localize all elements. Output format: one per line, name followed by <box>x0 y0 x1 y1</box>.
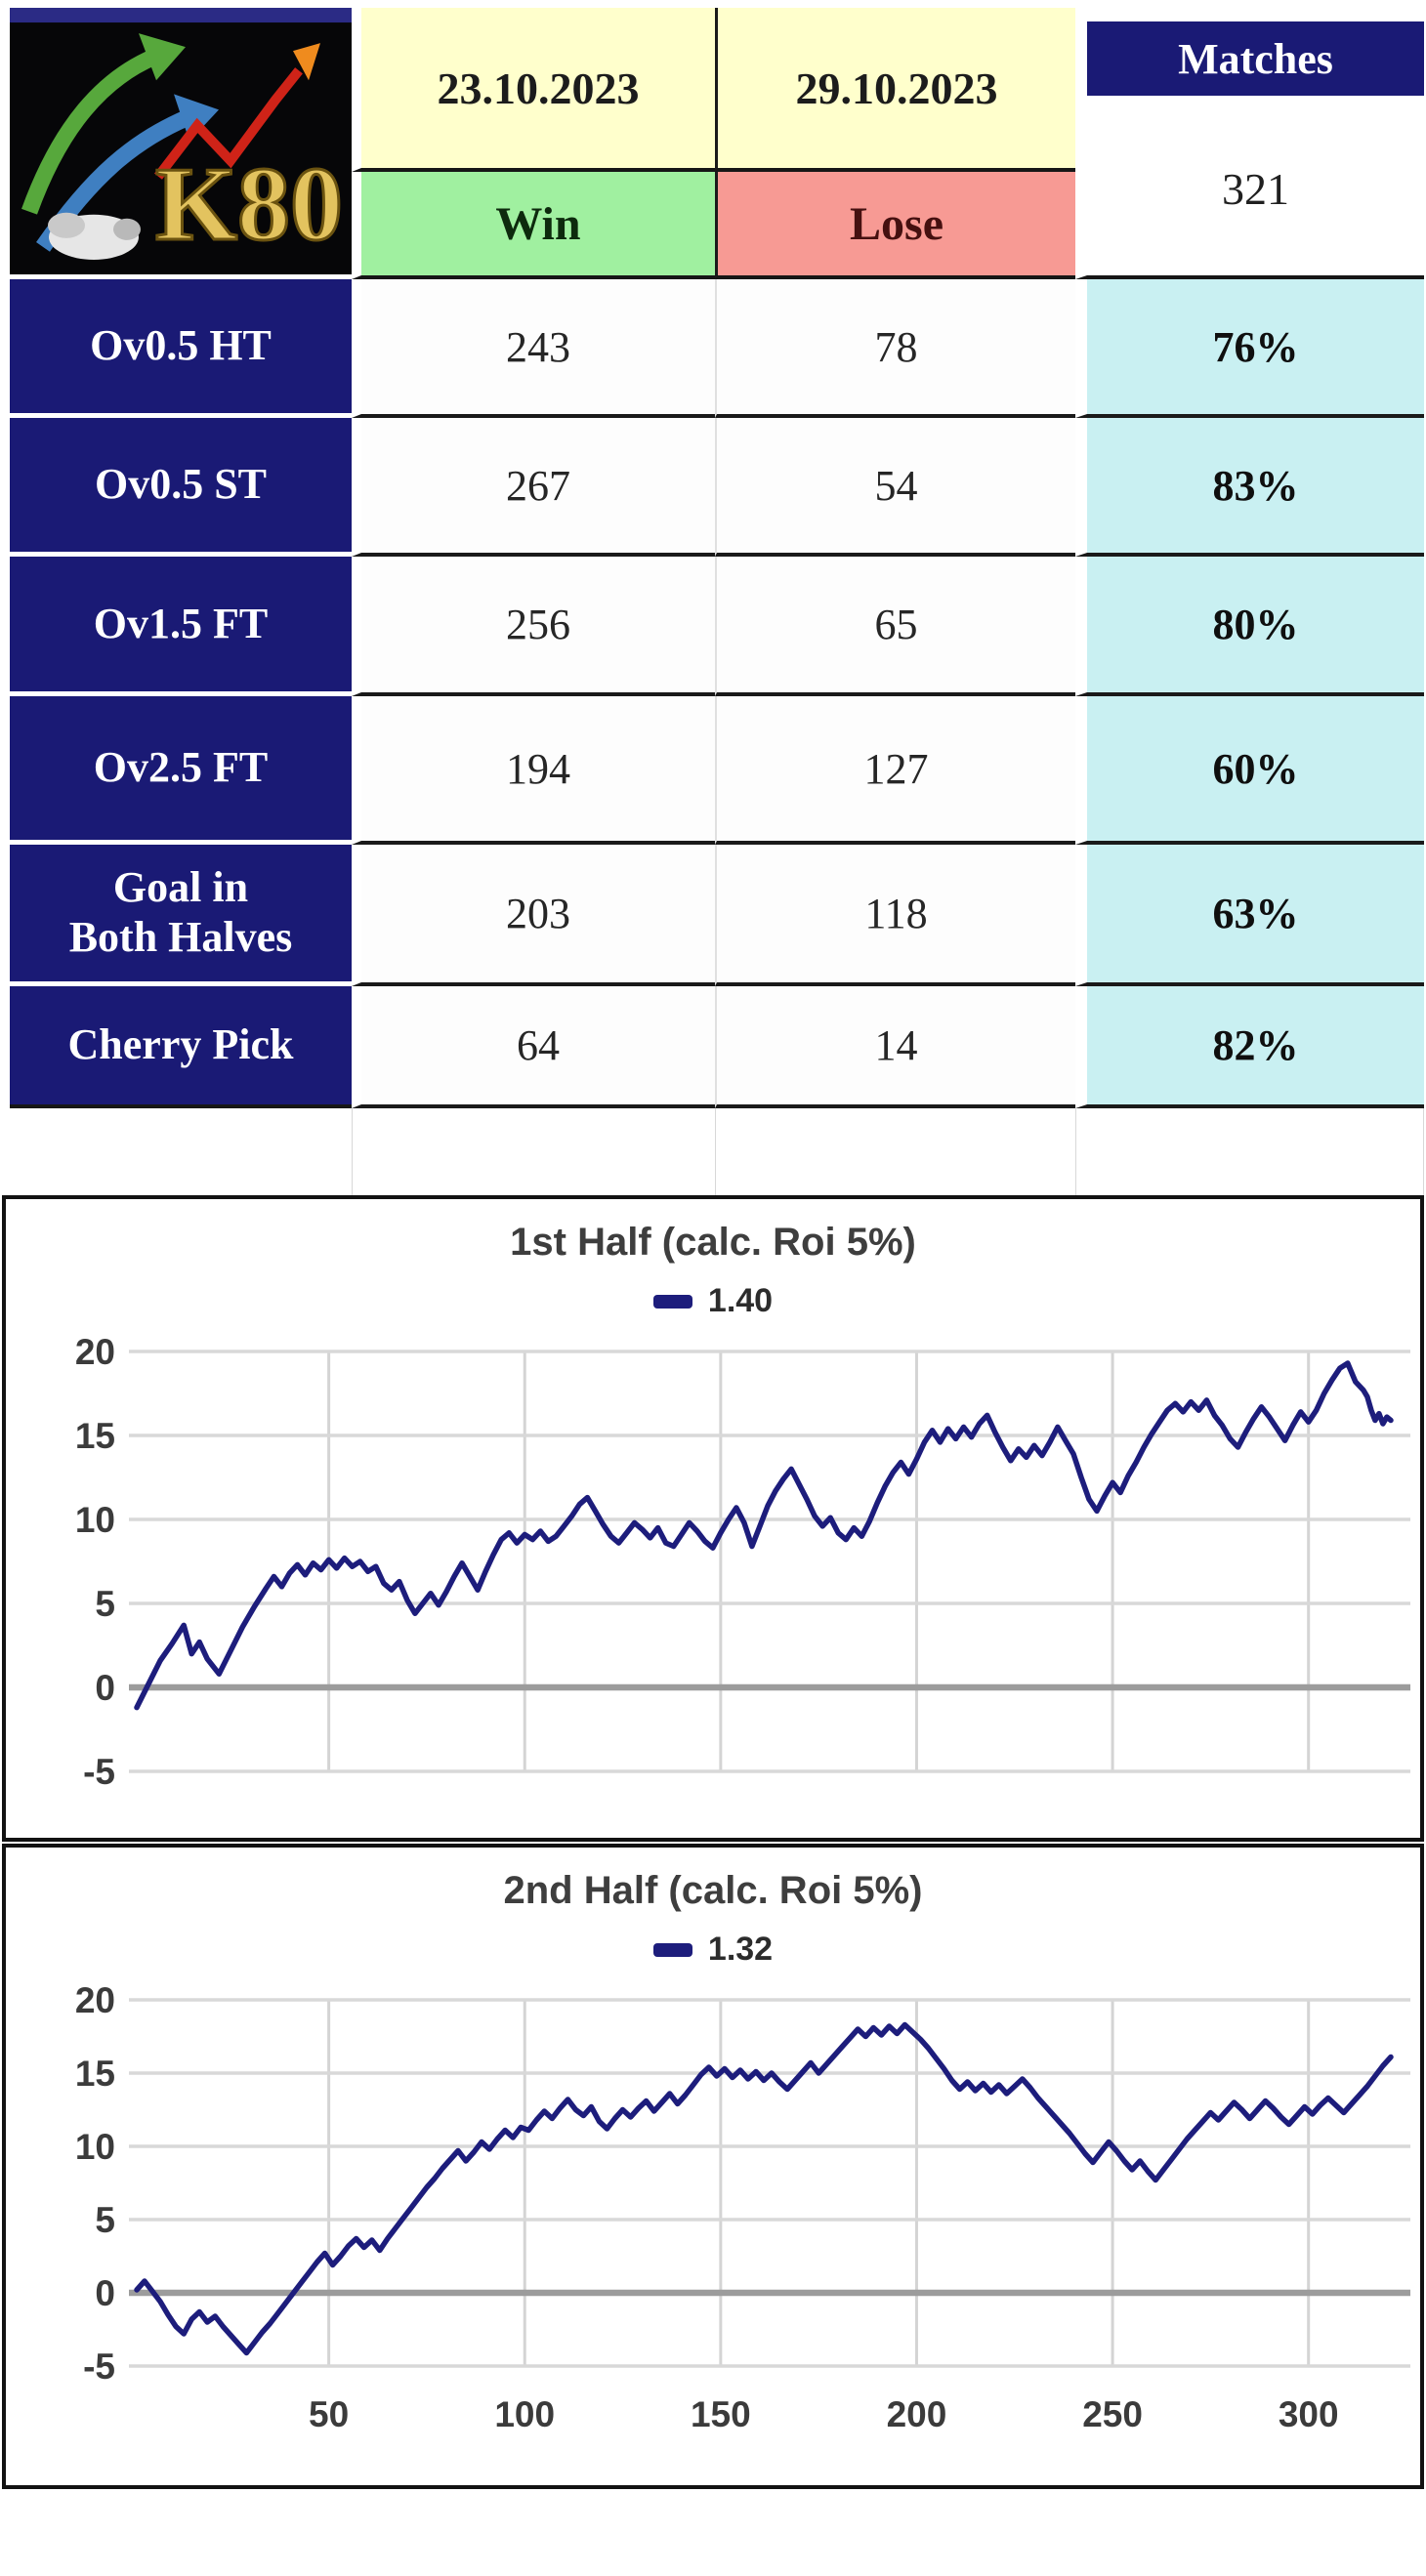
win-value: 267 <box>352 418 715 557</box>
spacer-cell <box>352 1108 715 1195</box>
winrate-value: 63% <box>1075 845 1424 986</box>
svg-text:10: 10 <box>75 2127 115 2167</box>
winrate-value: 82% <box>1075 986 1424 1108</box>
date-to-cell: 29.10.2023 <box>715 8 1075 172</box>
logo-cell: K80 <box>10 8 352 279</box>
logo-top-strip <box>10 8 352 23</box>
matches-header: Matches <box>1087 21 1424 102</box>
winrate-value: 76% <box>1075 279 1424 418</box>
matches-count: 321 <box>1222 163 1289 214</box>
spacer-cell <box>10 1108 352 1195</box>
matches-box: Matches 321 <box>1075 8 1424 279</box>
lose-value: 65 <box>715 557 1075 696</box>
legend-swatch <box>652 1942 692 1957</box>
legend-swatch <box>652 1294 692 1309</box>
lose-value: 78 <box>715 279 1075 418</box>
svg-text:10: 10 <box>75 1500 115 1540</box>
row-label: Cherry Pick <box>10 986 352 1108</box>
row-label: Ov1.5 FT <box>10 557 352 696</box>
chart-legend: 1.40 <box>6 1282 1420 1320</box>
chart-title: 1st Half (calc. Roi 5%) <box>510 1221 916 1264</box>
stats-table: K80 23.10.2023 29.10.2023 Matches 321 Wi… <box>0 0 1426 1195</box>
win-value: 194 <box>352 696 715 845</box>
page-root: { "header": { "logo_text": "K80", "date_… <box>0 0 1426 2489</box>
win-value: 64 <box>352 986 715 1108</box>
svg-text:0: 0 <box>95 1668 115 1708</box>
red-zigzag-icon <box>154 43 320 180</box>
row-label: Ov0.5 ST <box>10 418 352 557</box>
win-value: 256 <box>352 557 715 696</box>
svg-text:5: 5 <box>95 2200 115 2240</box>
svg-text:0: 0 <box>95 2273 115 2313</box>
lose-header: Lose <box>715 172 1075 279</box>
line-chart-svg: 20 15 10 5 0 -5 <box>75 1336 1410 1792</box>
svg-text:150: 150 <box>691 2394 751 2434</box>
svg-text:100: 100 <box>494 2394 555 2434</box>
k80-logo-text: K80 <box>155 146 343 263</box>
chart-second-half: 2nd Half (calc. Roi 5%) 1.32 50 100 150 200… <box>2 1844 1424 2489</box>
svg-text:20: 20 <box>75 1984 115 2020</box>
row-label: Goal in Both Halves <box>10 845 352 986</box>
win-header: Win <box>352 172 715 279</box>
svg-text:50: 50 <box>309 2394 349 2434</box>
lose-value: 54 <box>715 418 1075 557</box>
winrate-value: 80% <box>1075 557 1424 696</box>
svg-text:15: 15 <box>75 1416 115 1456</box>
chart-legend: 1.32 <box>6 1931 1420 1969</box>
svg-text:200: 200 <box>887 2394 947 2434</box>
row-label: Ov2.5 FT <box>10 696 352 845</box>
sheep-icon <box>48 212 141 260</box>
lose-value: 118 <box>715 845 1075 986</box>
row-label: Ov0.5 HT <box>10 279 352 418</box>
legend-label: 1.40 <box>707 1282 774 1319</box>
winrate-value: 60% <box>1075 696 1424 845</box>
winrate-value: 83% <box>1075 418 1424 557</box>
chart-title: 2nd Half (calc. Roi 5%) <box>503 1869 923 1912</box>
legend-label: 1.32 <box>707 1931 774 1968</box>
spacer-cell <box>1075 1108 1424 1195</box>
spacer-cell <box>715 1108 1075 1195</box>
svg-text:20: 20 <box>75 1336 115 1372</box>
svg-text:15: 15 <box>75 2054 115 2094</box>
win-value: 203 <box>352 845 715 986</box>
k80-logo: K80 <box>10 8 352 274</box>
svg-text:-5: -5 <box>83 1752 115 1792</box>
svg-text:-5: -5 <box>83 2347 115 2387</box>
svg-text:300: 300 <box>1279 2394 1339 2434</box>
green-arrow-icon <box>21 33 186 215</box>
lose-value: 14 <box>715 986 1075 1108</box>
chart-first-half: 1st Half (calc. Roi 5%) 1.40 20 15 10 5 0 -5 <box>2 1195 1424 1842</box>
svg-text:250: 250 <box>1082 2394 1143 2434</box>
date-from-cell: 23.10.2023 <box>352 8 715 172</box>
lose-value: 127 <box>715 696 1075 845</box>
svg-text:5: 5 <box>95 1584 115 1624</box>
win-value: 243 <box>352 279 715 418</box>
